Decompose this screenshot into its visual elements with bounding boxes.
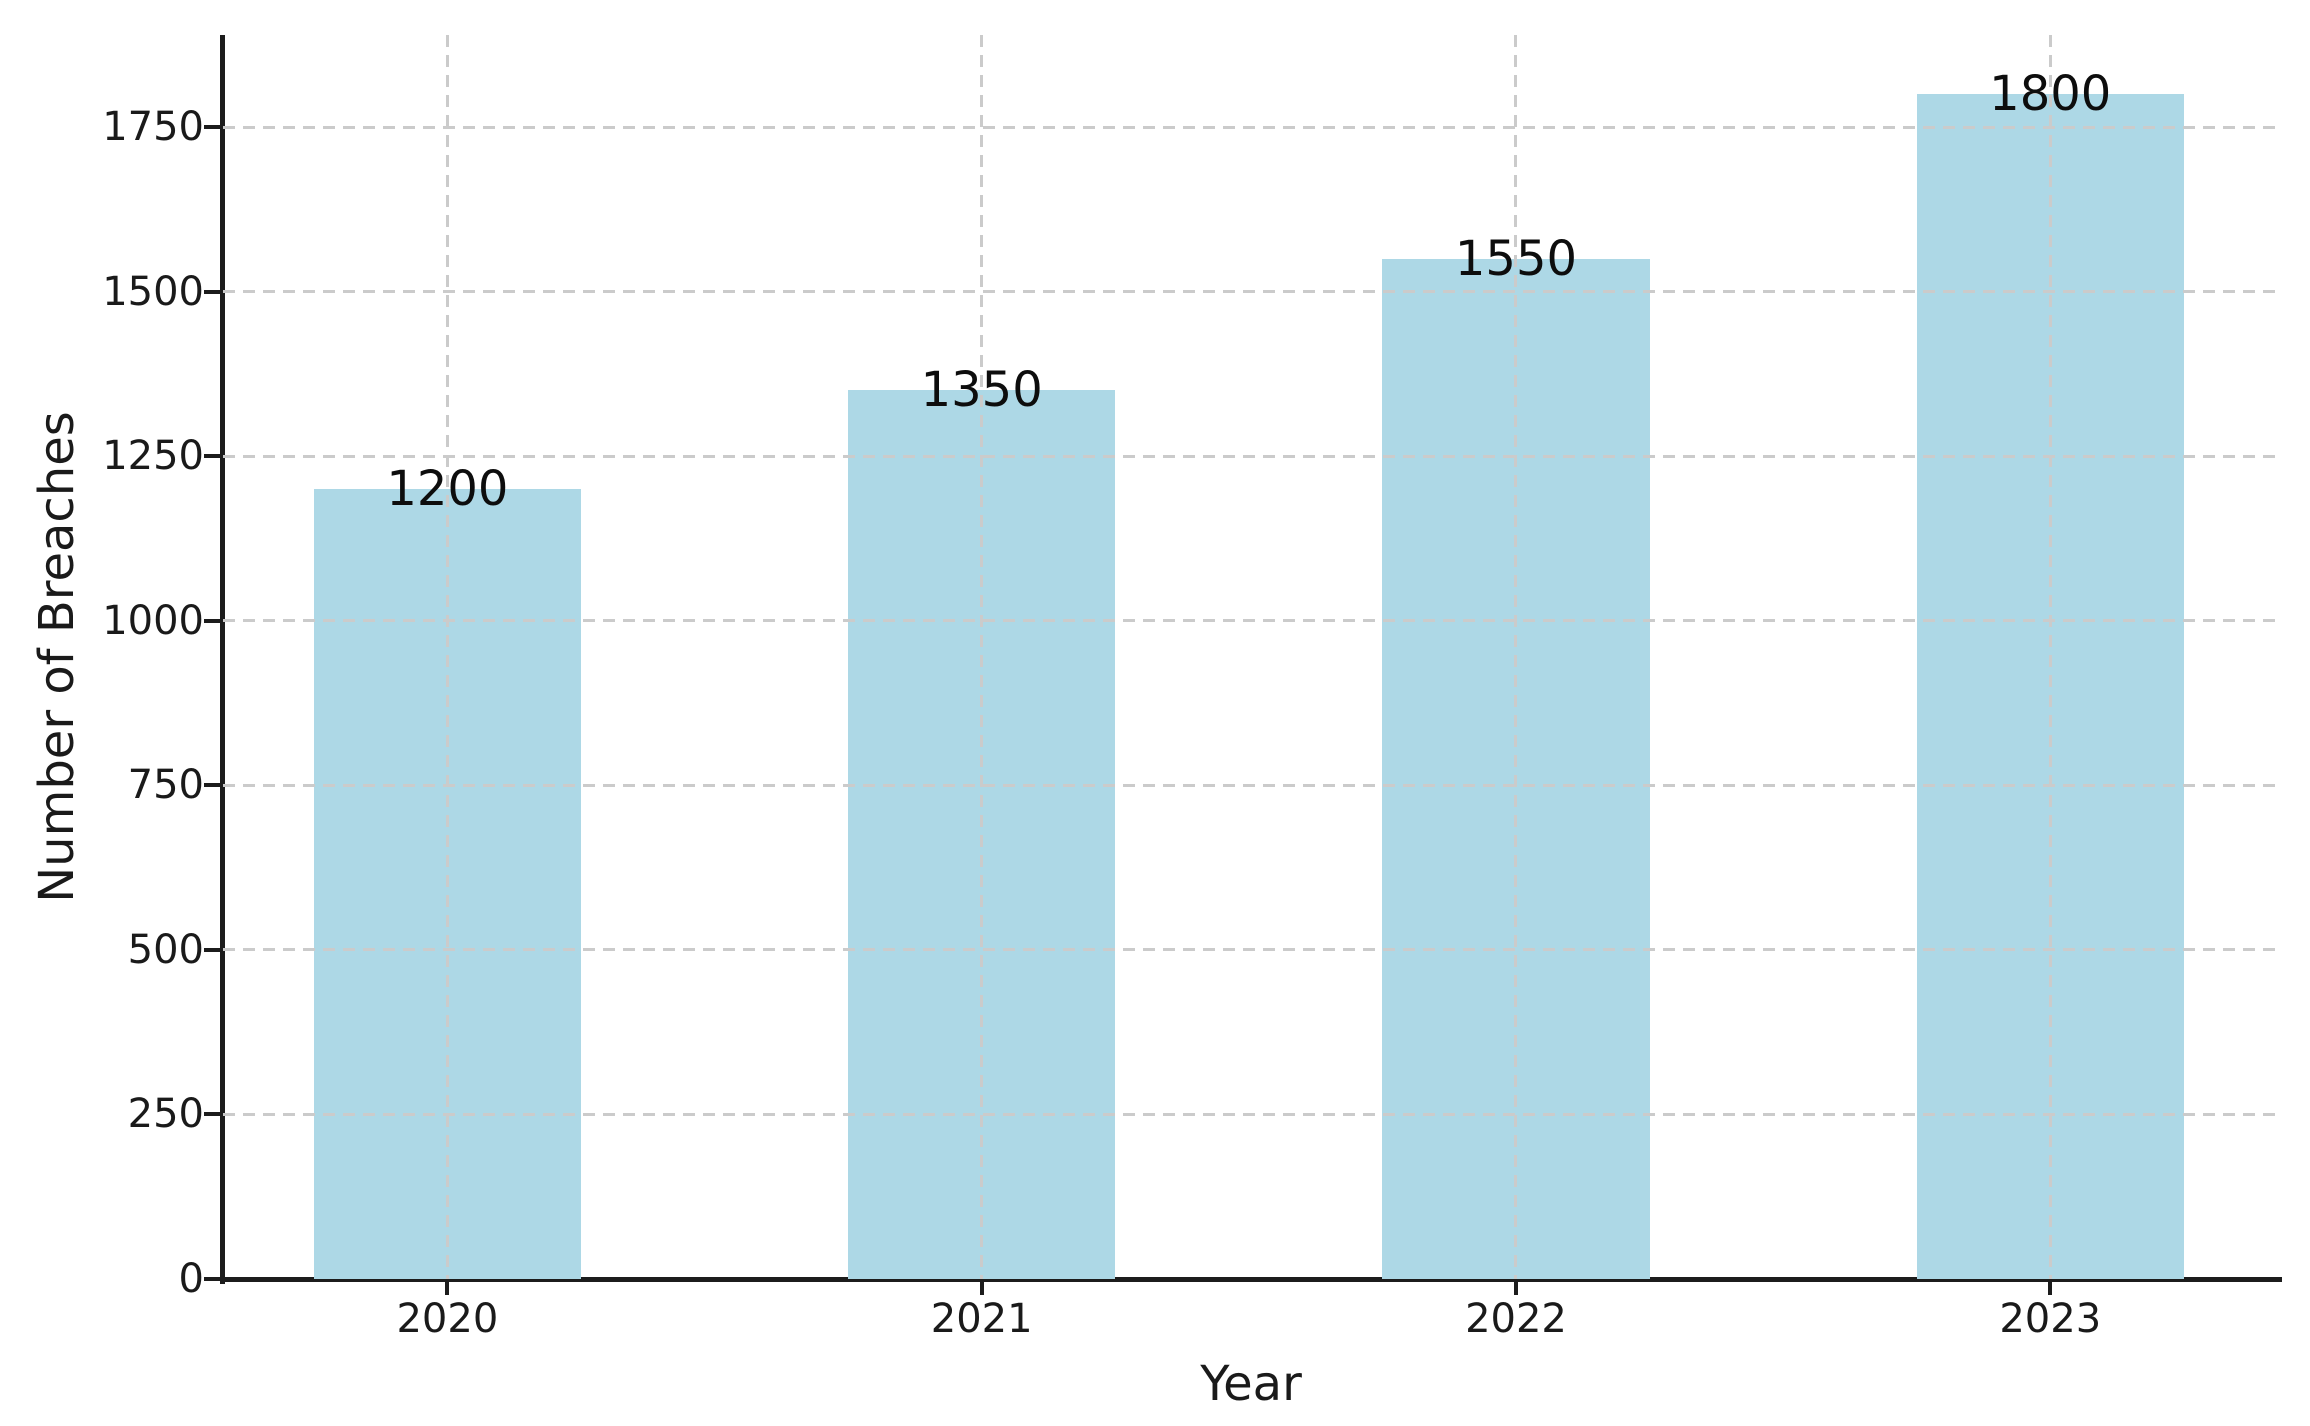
x-tick-label: 2022	[1465, 1296, 1567, 1342]
y-gridline	[223, 783, 2280, 787]
bar-value-label: 1800	[1989, 66, 2112, 123]
x-tick-label: 2020	[396, 1296, 499, 1342]
x-tick-mark	[979, 1279, 984, 1295]
x-tick-mark	[2048, 1279, 2053, 1295]
bar-value-label: 1200	[386, 461, 509, 518]
y-tick-mark	[204, 454, 220, 459]
x-gridline	[445, 35, 449, 1279]
x-tick-mark	[445, 1279, 450, 1295]
y-tick-mark	[204, 947, 220, 952]
x-axis-spine	[220, 1277, 2282, 1282]
y-tick-label: 750	[127, 762, 204, 809]
y-tick-mark	[204, 289, 220, 294]
y-gridline	[223, 619, 2280, 623]
y-tick-label: 1500	[102, 268, 204, 315]
y-tick-mark	[204, 618, 220, 623]
y-gridline	[223, 125, 2280, 129]
y-tick-mark	[204, 783, 220, 788]
y-axis-label: Number of Breaches	[29, 411, 85, 903]
x-axis-label: Year	[1200, 1356, 1302, 1412]
y-gridline	[223, 948, 2280, 952]
y-tick-label: 1000	[102, 597, 204, 644]
x-gridline	[980, 35, 984, 1279]
x-tick-label: 2021	[930, 1296, 1033, 1342]
y-gridline	[223, 454, 2280, 458]
y-tick-label: 1250	[102, 433, 204, 480]
x-tick-label: 2023	[1999, 1296, 2102, 1342]
y-gridline	[223, 290, 2280, 294]
y-gridline	[223, 1112, 2280, 1116]
y-tick-label: 250	[127, 1091, 204, 1138]
y-tick-label: 1750	[102, 104, 204, 151]
x-tick-mark	[1513, 1279, 1518, 1295]
bar-value-label: 1350	[920, 362, 1043, 419]
y-tick-mark	[204, 125, 220, 130]
y-tick-label: 0	[178, 1256, 204, 1302]
y-axis-spine	[220, 35, 225, 1284]
x-gridline	[1514, 35, 1518, 1279]
y-tick-mark	[204, 1112, 220, 1117]
y-tick-label: 500	[127, 926, 204, 973]
x-gridline	[2048, 35, 2052, 1279]
y-tick-mark	[204, 1277, 220, 1281]
bar-value-label: 1550	[1454, 230, 1578, 287]
